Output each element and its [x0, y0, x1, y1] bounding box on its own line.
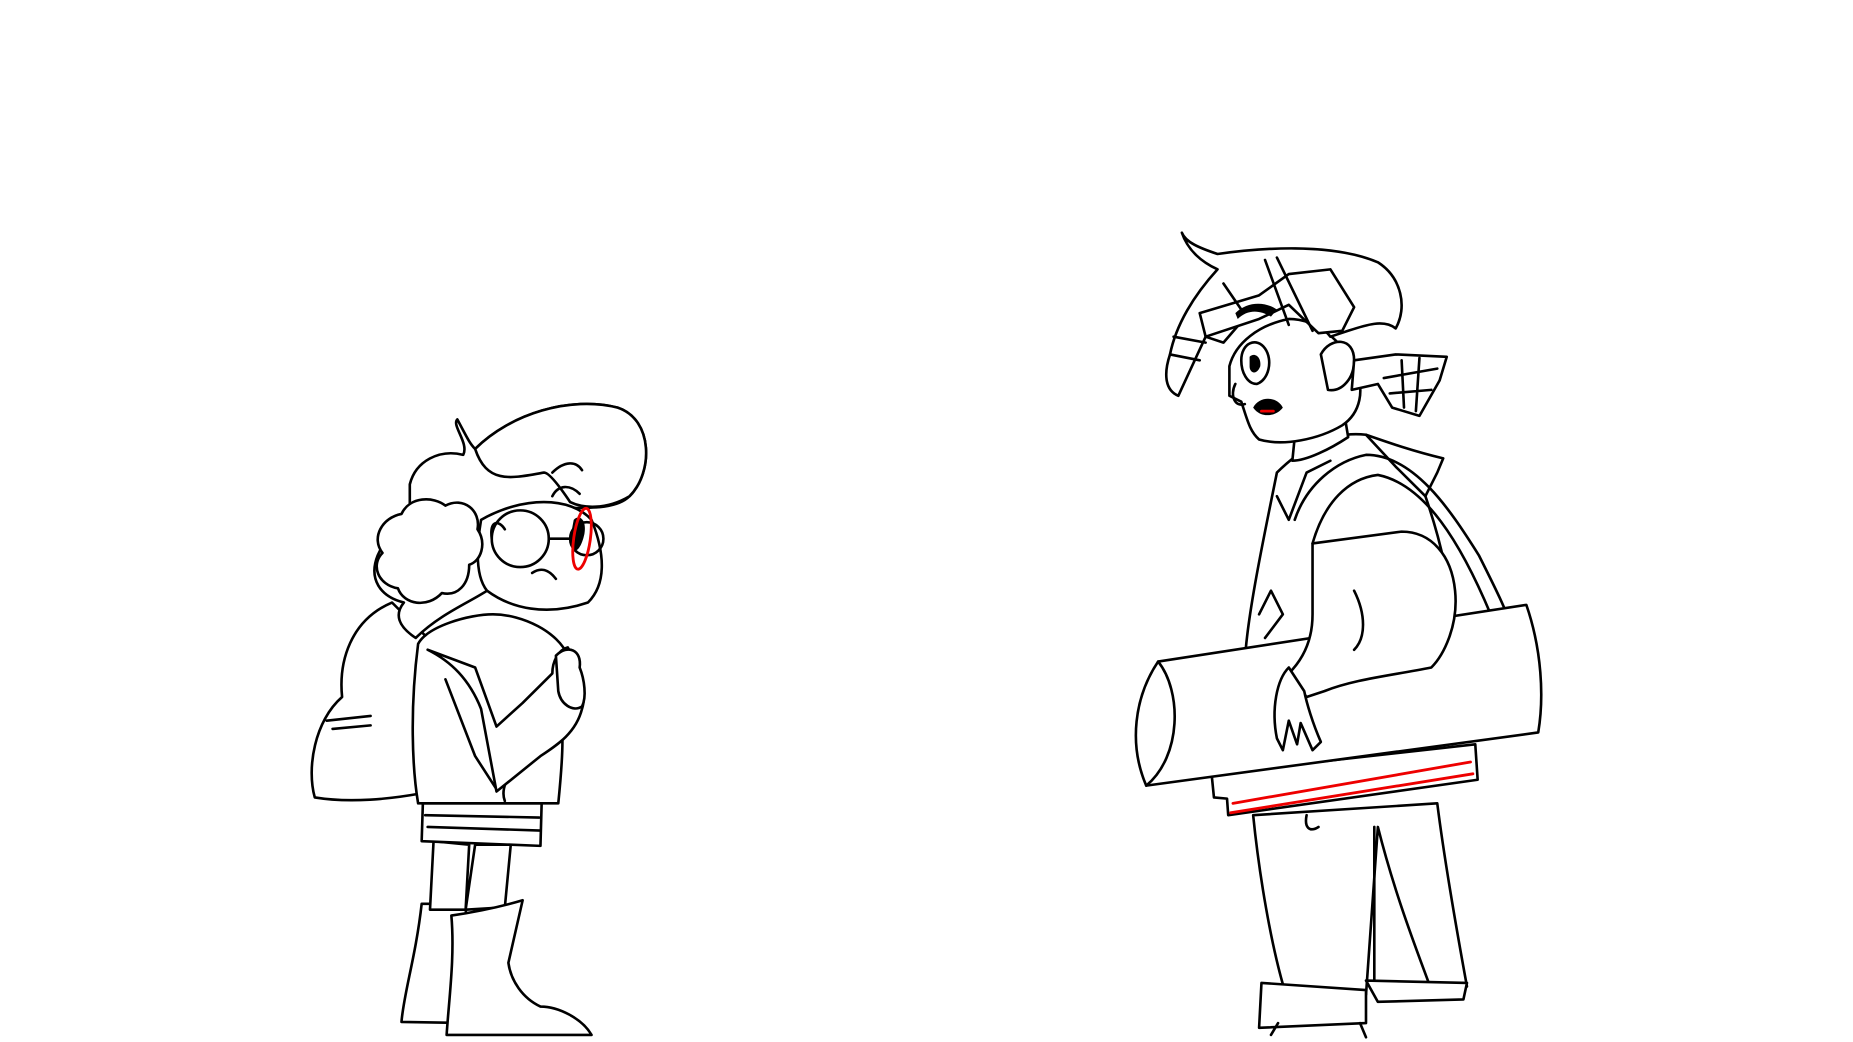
arm: [1287, 530, 1457, 699]
shoe-sole: [1269, 1021, 1368, 1039]
nose: [1231, 382, 1247, 406]
boot-front: [445, 898, 593, 1037]
hair: [1164, 231, 1403, 398]
arm-crease: [1352, 589, 1365, 652]
backpack-strap: [325, 714, 372, 731]
strap: [1293, 453, 1520, 646]
headband-tail: [1350, 353, 1449, 418]
shoe-back: [1364, 979, 1469, 1004]
pants-lines: [1304, 813, 1376, 982]
eyebrow: [1235, 303, 1277, 319]
pupil: [1249, 354, 1261, 373]
glasses-arm: [490, 521, 572, 541]
headband: [1198, 268, 1356, 339]
blush-mark: [571, 506, 593, 571]
pants: [1251, 802, 1469, 997]
face: [476, 500, 604, 612]
girl-character: [310, 402, 648, 1037]
boy-character: [1134, 231, 1543, 1039]
shorts: [420, 802, 543, 848]
strap-inner: [1311, 473, 1493, 616]
shoe-front: [1257, 981, 1368, 1030]
red-line-2: [1229, 772, 1475, 815]
mouth: [530, 568, 558, 581]
red-line-1: [1231, 760, 1472, 805]
shirt-hem: [1210, 742, 1479, 817]
hand: [554, 648, 586, 710]
eyebrow: [551, 462, 584, 474]
eyelid: [551, 485, 581, 498]
backpack: [310, 601, 429, 802]
hand: [1273, 666, 1323, 752]
collar: [1257, 433, 1427, 640]
hair-curl: [375, 498, 484, 604]
hair-strands: [1168, 256, 1314, 362]
bag-end: [1144, 660, 1176, 787]
hair-front: [473, 402, 648, 509]
headband-tail-grid: [1382, 356, 1439, 413]
shorts-seam: [423, 813, 542, 832]
